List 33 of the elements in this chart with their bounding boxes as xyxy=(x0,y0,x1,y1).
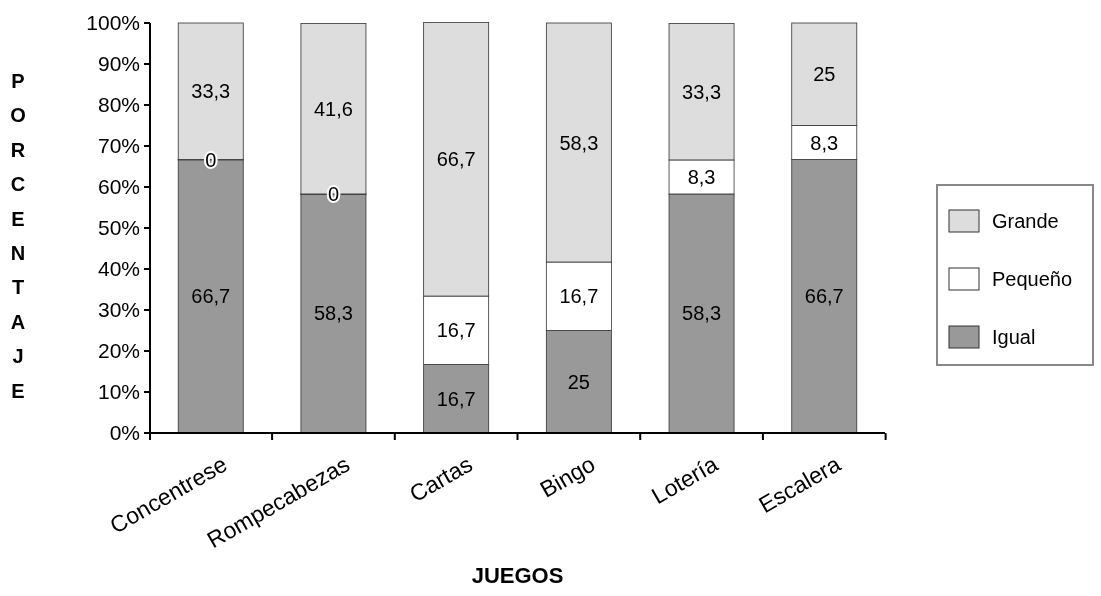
data-label: 58,3 xyxy=(682,302,722,325)
y-tick-label: 70% xyxy=(97,134,140,158)
y-tick-label: 30% xyxy=(97,298,140,322)
legend-label: Grande xyxy=(992,210,1059,232)
data-label: 25 xyxy=(567,370,590,393)
legend-label: Igual xyxy=(992,326,1036,348)
y-tick-label: 90% xyxy=(97,52,140,76)
data-label: 33,3 xyxy=(191,80,231,103)
data-label: 8,3 xyxy=(810,131,839,154)
data-label: 66,7 xyxy=(804,285,844,308)
y-tick-label: 10% xyxy=(97,380,140,404)
y-tick-label: 50% xyxy=(97,216,140,240)
x-tick-label: Bingo xyxy=(535,450,600,503)
data-label: 16,7 xyxy=(436,319,476,342)
data-label: 16,7 xyxy=(436,387,476,410)
y-tick-label: 40% xyxy=(97,257,140,281)
y-tick-label: 20% xyxy=(97,339,140,363)
x-axis-title: JUEGOS xyxy=(471,563,564,588)
y-tick-label: 0% xyxy=(109,421,140,445)
data-label: 25 xyxy=(813,63,836,86)
data-label: 41,6 xyxy=(313,97,353,120)
y-tick-label: 80% xyxy=(97,93,140,117)
data-label: 58,3 xyxy=(313,302,353,325)
y-tick-label: 60% xyxy=(97,175,140,199)
data-label: 8,3 xyxy=(687,165,716,188)
y-tick-label: 100% xyxy=(86,11,140,35)
data-label: 66,7 xyxy=(191,285,231,308)
data-label: 33,3 xyxy=(682,80,722,103)
text: PORCENTAJE xyxy=(10,70,26,402)
legend-label: Pequeño xyxy=(992,268,1073,290)
data-label: 16,7 xyxy=(559,285,599,308)
data-label: 66,7 xyxy=(436,148,476,171)
data-label: 58,3 xyxy=(559,131,599,154)
